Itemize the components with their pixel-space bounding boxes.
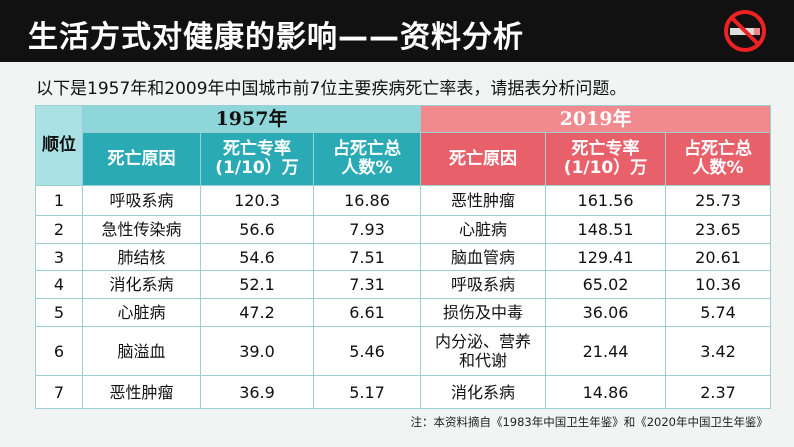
cell: 39.0 <box>200 326 314 376</box>
header-line: 死亡原因 <box>449 148 518 169</box>
header-line: 死亡专率 <box>571 139 640 159</box>
cell: 65.02 <box>545 270 667 299</box>
cell: 肺结核 <box>82 243 201 271</box>
no-smoking-icon <box>724 10 766 52</box>
data-row: 6 脑溢血 39.0 5.46 内分泌、营养和代谢 21.44 3.42 <box>35 326 772 376</box>
cell: 急性传染病 <box>82 215 201 244</box>
cell: 6.61 <box>312 298 422 327</box>
column-header: 死亡原因 <box>420 132 547 186</box>
column-header: 死亡原因 <box>82 132 201 186</box>
cell: 36.9 <box>200 375 314 409</box>
title: 生活方式对健康的影响——资料分析 <box>28 20 524 55</box>
cell: 161.56 <box>545 185 667 216</box>
cell: 恶性肿瘤 <box>82 375 201 409</box>
header-line: 占死亡总 <box>333 139 402 159</box>
cell: 52.1 <box>200 270 314 299</box>
cell: 脑血管病 <box>420 243 547 271</box>
cell: 148.51 <box>545 215 667 244</box>
header-line: 死亡专率 <box>223 139 291 159</box>
cell: 23.65 <box>665 215 772 244</box>
column-header: 占死亡总 人数% <box>312 132 422 186</box>
cell: 5 <box>35 298 83 327</box>
cell: 16.86 <box>312 185 422 216</box>
cell: 54.6 <box>200 243 314 271</box>
data-row: 5 心脏病 47.2 6.61 损伤及中毒 36.06 5.74 <box>35 298 772 327</box>
cell: 4 <box>35 270 83 299</box>
cell: 36.06 <box>545 298 667 327</box>
year-header: 2019年 <box>420 105 772 133</box>
header-line: 人数% <box>341 158 393 178</box>
cell: 7.31 <box>312 270 422 299</box>
cell: 心脏病 <box>82 298 201 327</box>
cell: 6 <box>35 326 83 376</box>
cell: 7 <box>35 375 83 409</box>
cell: 2 <box>35 215 83 244</box>
cell: 14.86 <box>545 375 667 409</box>
cell: 10.36 <box>665 270 772 299</box>
header-row: 死亡原因 死亡专率 (1/10）万 占死亡总 人数% 死亡原因 死亡专率 (1/10）万 占死亡… <box>36 132 772 186</box>
cell: 2.37 <box>665 375 772 409</box>
column-header: 死亡专率 (1/10）万 <box>200 132 314 186</box>
cell: 脑溢血 <box>82 326 201 376</box>
cell: 内分泌、营养和代谢 <box>420 326 547 376</box>
header-line: 人数% <box>692 158 744 178</box>
note: 注：本资料摘自《1983年中国卫生年鉴》和《2020年中国卫生年鉴》 <box>410 415 768 429</box>
header-row: 顺位 1957年 2019年 <box>35 105 772 186</box>
cell: 消化系病 <box>82 270 201 299</box>
year-header: 1957年 <box>81 105 422 133</box>
cell: 20.61 <box>665 243 772 271</box>
data-row: 2 急性传染病 56.6 7.93 心脏病 148.51 23.65 <box>35 215 772 244</box>
cell: 5.74 <box>665 298 772 327</box>
cell: 呼吸系病 <box>420 270 547 299</box>
column-header: 占死亡总 人数% <box>665 132 772 186</box>
header-line: (1/10）万 <box>215 158 299 178</box>
header-line: 死亡原因 <box>107 148 176 169</box>
cell: 7.51 <box>312 243 422 271</box>
intro: 以下是1957年和2009年中国城市前7位主要疾病死亡率表，请据表分析问题。 <box>36 79 627 99</box>
data-row: 3 肺结核 54.6 7.51 脑血管病 129.41 20.61 <box>35 243 772 271</box>
cell: 心脏病 <box>420 215 547 244</box>
table: 顺位 1957年 2019年 死亡原因 死亡专率 (1/10）万 占死亡总 人数% 死亡原因 死亡… <box>35 105 772 409</box>
title-bar <box>0 0 794 62</box>
cell: 3.42 <box>665 326 772 376</box>
cell: 47.2 <box>200 298 314 327</box>
header-line: 占死亡总 <box>684 139 753 159</box>
cell: 5.46 <box>312 326 422 376</box>
data-row: 7 恶性肿瘤 36.9 5.17 消化系病 14.86 2.37 <box>35 375 772 409</box>
cell: 损伤及中毒 <box>420 298 547 327</box>
cell: 7.93 <box>312 215 422 244</box>
cell: 21.44 <box>545 326 667 376</box>
column-header: 死亡专率 (1/10）万 <box>545 132 667 186</box>
data-row: 4 消化系病 52.1 7.31 呼吸系病 65.02 10.36 <box>35 270 772 299</box>
data-row: 1 呼吸系病 120.3 16.86 恶性肿瘤 161.56 25.73 <box>35 185 772 216</box>
cell: 25.73 <box>665 185 772 216</box>
cell: 消化系病 <box>420 375 547 409</box>
cell: 5.17 <box>312 375 422 409</box>
cell: 呼吸系病 <box>82 185 201 216</box>
cell: 56.6 <box>200 215 314 244</box>
cell: 120.3 <box>200 185 314 216</box>
cell: 恶性肿瘤 <box>420 185 547 216</box>
cell: 1 <box>35 185 83 216</box>
rank-header: 顺位 <box>35 105 83 186</box>
cell: 3 <box>35 243 83 271</box>
cell: 129.41 <box>545 243 667 271</box>
header-line: (1/10）万 <box>563 158 648 178</box>
